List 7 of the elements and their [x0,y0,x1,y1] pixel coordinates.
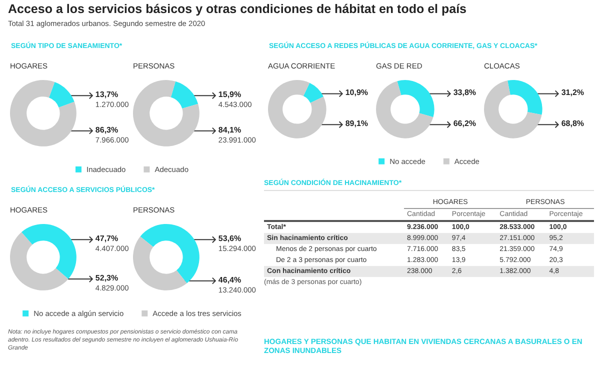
data-label: 31,2% [561,88,584,98]
data-label: 66,2% [453,119,476,128]
data-label: 10,9% [345,88,368,98]
data-label: 33,8% [453,88,476,98]
data-label: 68,8% [561,119,584,128]
text: Acceso a los servicios básicos y otras condiciones de hábitat en todo el país [8,2,468,16]
data-label: 89,1% [345,119,368,128]
